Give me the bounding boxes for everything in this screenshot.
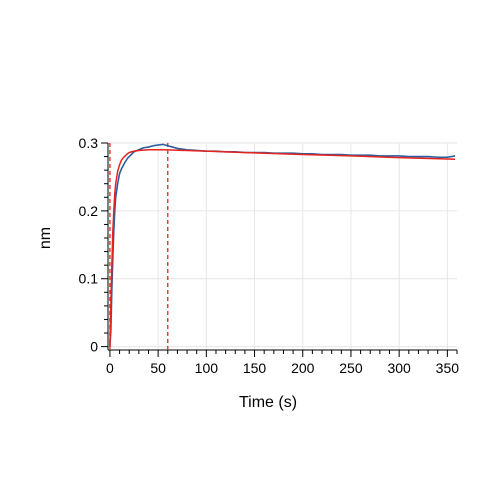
x-tick-label: 50 bbox=[150, 360, 166, 376]
y-tick-label: 0 bbox=[90, 339, 98, 355]
x-tick-label: 300 bbox=[387, 360, 411, 376]
x-tick-label: 150 bbox=[243, 360, 267, 376]
x-tick-label: 250 bbox=[339, 360, 363, 376]
annotation-layer bbox=[109, 143, 169, 350]
y-axis-title: nm bbox=[37, 227, 54, 249]
x-tick-label: 0 bbox=[106, 360, 114, 376]
grid-layer bbox=[108, 142, 457, 350]
label-layer: 0 50 100 150 200 250 300 350 0 0.1 0.2 0.3 bbox=[79, 135, 460, 376]
x-tick-label: 100 bbox=[195, 360, 219, 376]
measured-series-line bbox=[109, 143, 456, 347]
x-tick-label: 200 bbox=[291, 360, 315, 376]
fit-series-line bbox=[109, 149, 456, 347]
x-axis-title: Time (s) bbox=[239, 394, 297, 411]
y-tick-label: 0.2 bbox=[79, 203, 99, 219]
y-tick-label: 0.1 bbox=[79, 271, 99, 287]
x-tick-label: 350 bbox=[436, 360, 460, 376]
axis-layer bbox=[101, 142, 458, 357]
series-layer bbox=[109, 143, 456, 347]
y-tick-label: 0.3 bbox=[79, 135, 99, 151]
